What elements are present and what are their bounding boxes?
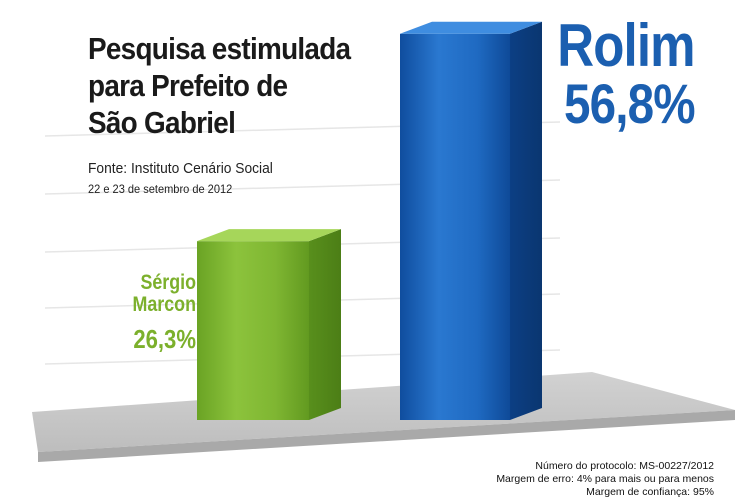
bar-label-rolim: Rolim 56,8% [557, 12, 696, 135]
floor-edge [38, 410, 735, 462]
dates-text: 22 e 23 de setembro de 2012 [88, 182, 233, 196]
bar-category-label: Rolim [557, 12, 696, 79]
bar-label-sergio-marcon: Sérgio Marcon 26,3% [114, 272, 196, 356]
note-line: Margem de erro: 4% para mais ou para men… [496, 473, 714, 485]
source-text: Fonte: Instituto Cenário Social [88, 160, 273, 177]
floor-plane [32, 372, 735, 452]
bar-side [510, 21, 542, 420]
bar-value-label: 26,3% [133, 324, 196, 354]
title-line: para Prefeito de [88, 68, 288, 103]
bar-category-label: Sérgio [140, 271, 196, 294]
bar-side [309, 229, 341, 420]
bar-sergio-marcon [197, 229, 341, 420]
bar-value-label: 56,8% [564, 72, 696, 135]
bar-category-label: Marcon [132, 293, 196, 316]
bar-front [400, 33, 510, 420]
title-line: Pesquisa estimulada [88, 31, 351, 66]
note-line: Número do protocolo: MS-00227/2012 [535, 460, 714, 472]
bars-group [197, 21, 542, 420]
methodology-notes: Número do protocolo: MS-00227/2012 Marge… [496, 460, 714, 500]
chart-floor [32, 372, 735, 462]
bar-top [400, 21, 542, 34]
bar-front [197, 241, 309, 420]
bar-rolim [400, 21, 542, 420]
title-line: São Gabriel [88, 105, 236, 140]
note-line: Margem de confiança: 95% [586, 486, 714, 498]
chart-title: Pesquisa estimulada para Prefeito de São… [88, 30, 385, 141]
bar-top [197, 229, 341, 242]
